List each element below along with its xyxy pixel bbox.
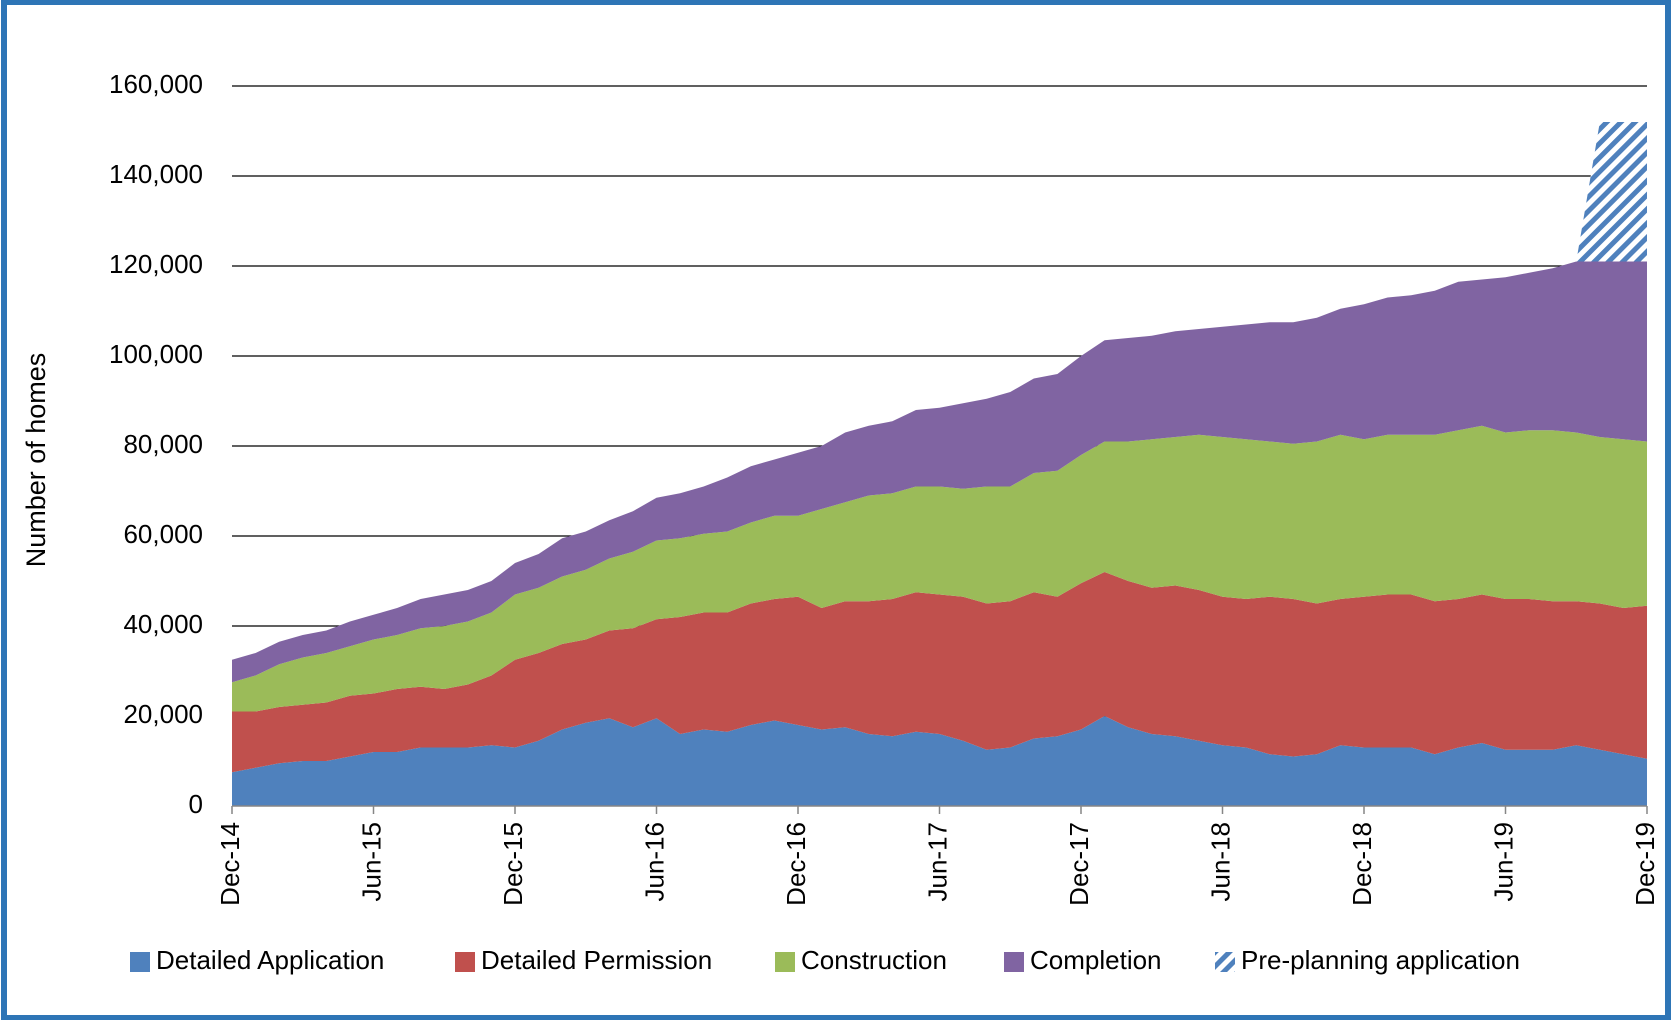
x-tick-label: Dec-19	[1630, 822, 1660, 906]
area	[232, 261, 1647, 683]
x-tick-label: Dec-14	[215, 822, 245, 906]
x-tick-label: Dec-15	[498, 822, 528, 906]
legend-swatch	[775, 952, 795, 972]
y-tick-label: 0	[189, 789, 203, 819]
legend-swatch	[1215, 952, 1235, 972]
y-tick-label: 100,000	[109, 339, 203, 369]
x-tick-label: Jun-19	[1488, 822, 1518, 902]
legend-swatch	[130, 952, 150, 972]
legend-label: Pre-planning application	[1241, 945, 1520, 975]
x-tick-label: Dec-16	[781, 822, 811, 906]
legend-label: Completion	[1030, 945, 1162, 975]
x-tick-label: Jun-15	[356, 822, 386, 902]
x-tick-label: Jun-17	[922, 822, 952, 902]
y-tick-label: 120,000	[109, 249, 203, 279]
y-axis-label: Number of homes	[21, 353, 51, 568]
area	[1576, 122, 1647, 262]
y-tick-label: 140,000	[109, 159, 203, 189]
x-tick-label: Jun-16	[639, 822, 669, 902]
area	[232, 425, 1647, 712]
y-tick-label: 80,000	[123, 429, 203, 459]
legend-label: Detailed Permission	[481, 945, 712, 975]
y-tick-label: 20,000	[123, 699, 203, 729]
legend-label: Construction	[801, 945, 947, 975]
area	[232, 716, 1647, 806]
x-tick-label: Dec-17	[1064, 822, 1094, 906]
legend-swatch	[1004, 952, 1024, 972]
y-tick-label: 60,000	[123, 519, 203, 549]
x-tick-label: Jun-18	[1205, 822, 1235, 902]
y-tick-label: 160,000	[109, 69, 203, 99]
y-tick-label: 40,000	[123, 609, 203, 639]
legend-swatch	[455, 952, 475, 972]
x-tick-label: Dec-18	[1347, 822, 1377, 906]
area	[232, 572, 1647, 773]
legend-label: Detailed Application	[156, 945, 384, 975]
